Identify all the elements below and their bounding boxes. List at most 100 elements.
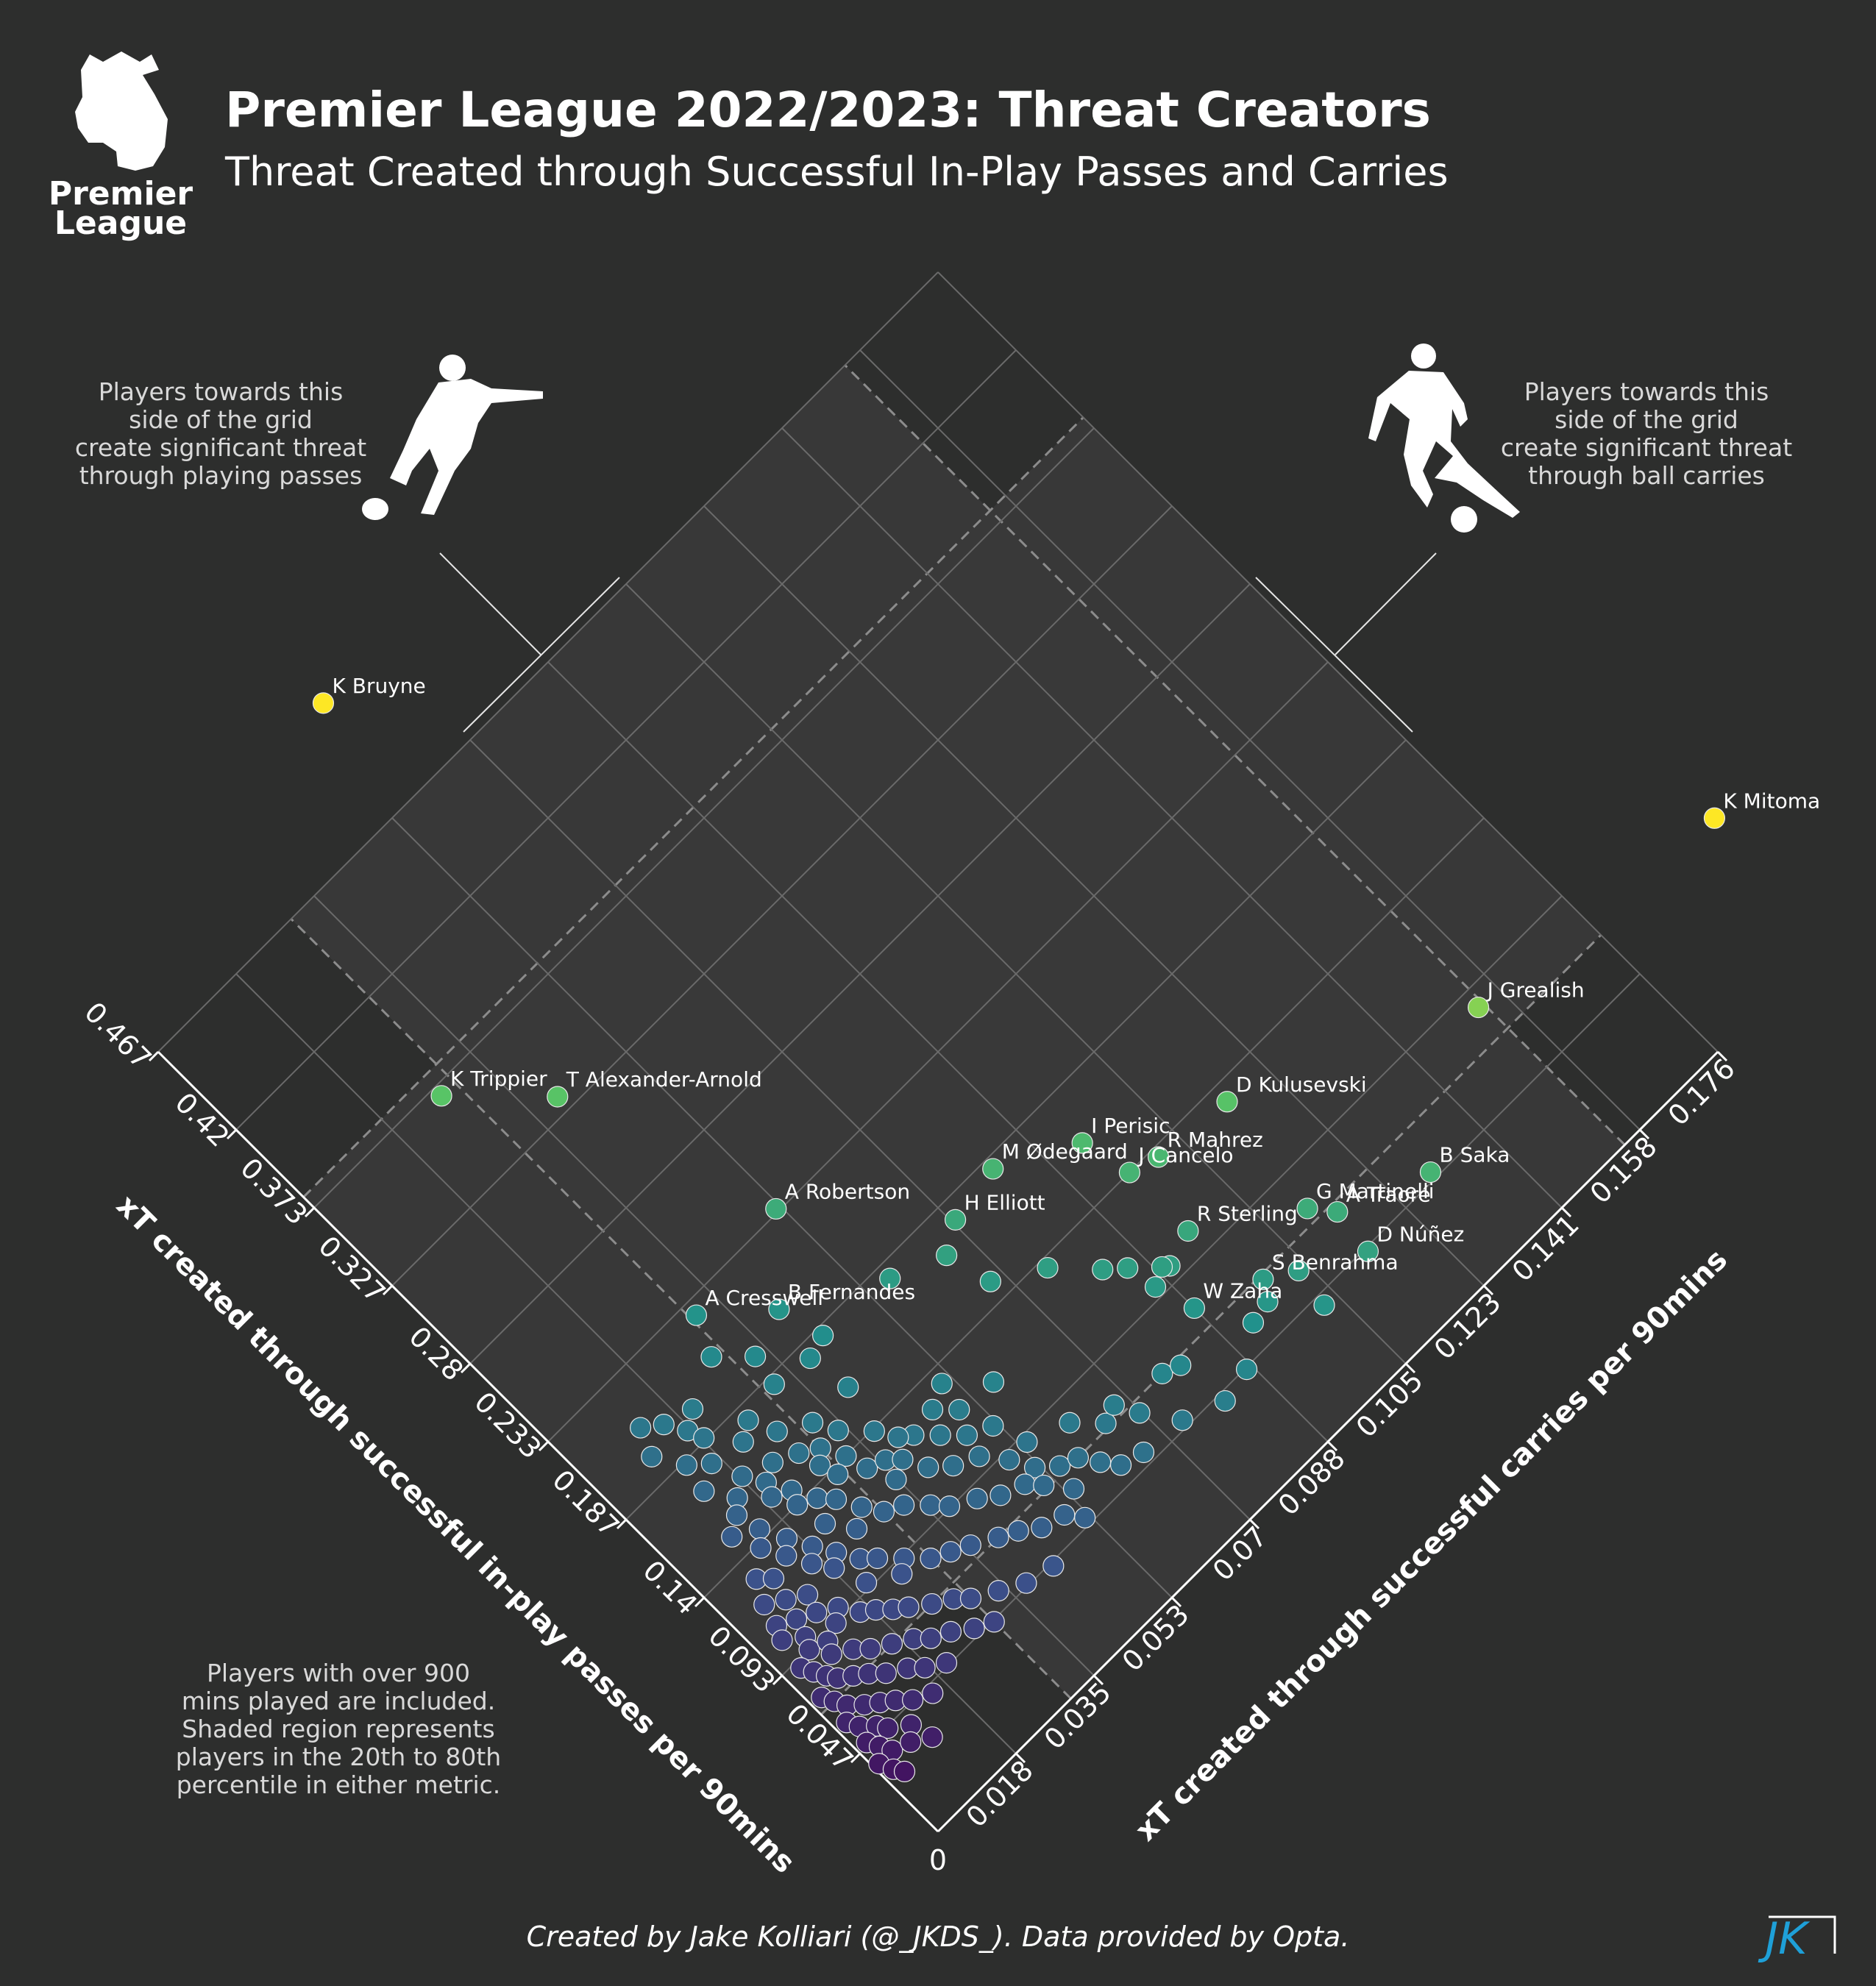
player-point	[1129, 1402, 1151, 1424]
player-point	[879, 1267, 901, 1289]
player-point	[748, 1518, 771, 1540]
x-tick-mark	[694, 1596, 706, 1608]
player-point	[1103, 1394, 1125, 1416]
player-point	[917, 1456, 939, 1478]
player-point	[796, 1584, 819, 1606]
player-point-labeled	[982, 1158, 1004, 1180]
player-label: M Ødegaard	[1002, 1139, 1128, 1164]
note-carries-line-2: side of the grid	[1555, 405, 1738, 434]
player-point	[1170, 1354, 1192, 1376]
player-point	[982, 1371, 1005, 1393]
player-point	[942, 1455, 964, 1477]
pointer-line-left	[439, 552, 541, 655]
note-method-line-2: mins played are included.	[182, 1687, 495, 1715]
player-point	[1132, 1441, 1155, 1464]
player-point	[921, 1726, 943, 1748]
player-point	[859, 1637, 881, 1660]
player-point	[931, 1373, 953, 1395]
player-point	[979, 1270, 1001, 1292]
player-point	[921, 1398, 944, 1420]
player-point	[920, 1548, 942, 1570]
player-point	[693, 1480, 715, 1502]
player-label: A Cresswell	[705, 1286, 823, 1310]
player-label: K Bruyne	[332, 674, 425, 698]
grid-line	[859, 349, 1641, 1131]
chart-title: Premier League 2022/2023: Threat Creator…	[225, 82, 1431, 138]
player-point	[987, 1526, 1009, 1548]
footer-credit: Created by Jake Kolliari (@_JKDS_). Data…	[527, 1921, 1350, 1953]
player-point	[936, 1245, 958, 1267]
player-point	[1151, 1256, 1173, 1278]
player-point-labeled	[1252, 1268, 1274, 1291]
player-point	[893, 1760, 916, 1782]
premier-league-logo: Premier League	[49, 51, 193, 242]
player-point-labeled	[1071, 1132, 1093, 1154]
player-point	[630, 1417, 652, 1439]
player-point	[920, 1494, 942, 1516]
player-point	[731, 1465, 753, 1487]
player-point	[801, 1412, 824, 1434]
player-point-labeled	[1148, 1146, 1170, 1168]
player-point	[753, 1593, 775, 1616]
player-point	[921, 1592, 943, 1615]
player-point	[959, 1534, 981, 1556]
player-point	[761, 1486, 783, 1508]
note-passes-line-2: side of the grid	[129, 405, 313, 434]
x-tick-mark	[616, 1518, 628, 1530]
player-point	[1016, 1431, 1038, 1453]
player-point	[873, 1501, 895, 1523]
player-point-labeled	[944, 1209, 967, 1231]
player-point	[1095, 1412, 1117, 1434]
player-point	[812, 1325, 834, 1347]
player-point	[987, 1580, 1009, 1602]
player-label: B Fernandes	[788, 1280, 915, 1304]
player-label: A Traoré	[1346, 1183, 1431, 1207]
player-point-labeled	[1183, 1297, 1206, 1320]
x-tick-mark	[538, 1440, 550, 1452]
player-point	[1090, 1451, 1112, 1473]
y-tick-mark	[1092, 1674, 1104, 1686]
player-point	[799, 1347, 821, 1370]
player-point	[1287, 1259, 1310, 1282]
note-carries-line-3: create significant threat	[1501, 433, 1792, 462]
player-point	[806, 1487, 828, 1509]
passing-player-icon	[362, 355, 543, 520]
player-point	[825, 1488, 848, 1510]
player-point	[914, 1656, 936, 1679]
player-point	[845, 1517, 868, 1540]
player-point-labeled	[1326, 1200, 1349, 1223]
player-point	[732, 1431, 754, 1453]
player-point	[983, 1611, 1005, 1633]
player-point	[920, 1627, 942, 1649]
player-point	[820, 1643, 842, 1665]
grid-line	[625, 583, 1407, 1364]
player-point	[766, 1420, 788, 1442]
player-point	[1048, 1455, 1071, 1477]
player-point	[1015, 1572, 1037, 1594]
player-point	[900, 1731, 922, 1753]
note-carries: Players towards this side of the grid cr…	[1501, 377, 1792, 490]
player-point-labeled	[430, 1085, 452, 1107]
player-point	[700, 1453, 722, 1475]
player-point-labeled	[1357, 1240, 1379, 1262]
grid-line	[469, 739, 1251, 1520]
player-point	[998, 1448, 1020, 1471]
player-point	[877, 1717, 899, 1740]
player-point	[761, 1451, 784, 1473]
player-point	[1014, 1473, 1036, 1495]
player-label: H Elliott	[964, 1190, 1045, 1214]
player-label: T Alexander-Arnold	[566, 1067, 762, 1092]
player-point	[1031, 1517, 1053, 1539]
player-point	[725, 1504, 748, 1526]
player-point-labeled	[1177, 1220, 1199, 1242]
y-tick-mark	[1404, 1362, 1416, 1374]
player-label: R Sterling	[1197, 1201, 1298, 1225]
player-point-labeled	[1419, 1161, 1442, 1184]
y-tick-mark	[1326, 1440, 1338, 1452]
player-point	[814, 1512, 836, 1535]
player-point	[675, 1454, 697, 1476]
player-point-labeled	[1118, 1161, 1141, 1184]
player-point	[1144, 1276, 1167, 1298]
y-tick-mark	[1248, 1518, 1260, 1530]
pointer-line-right	[1335, 552, 1437, 655]
